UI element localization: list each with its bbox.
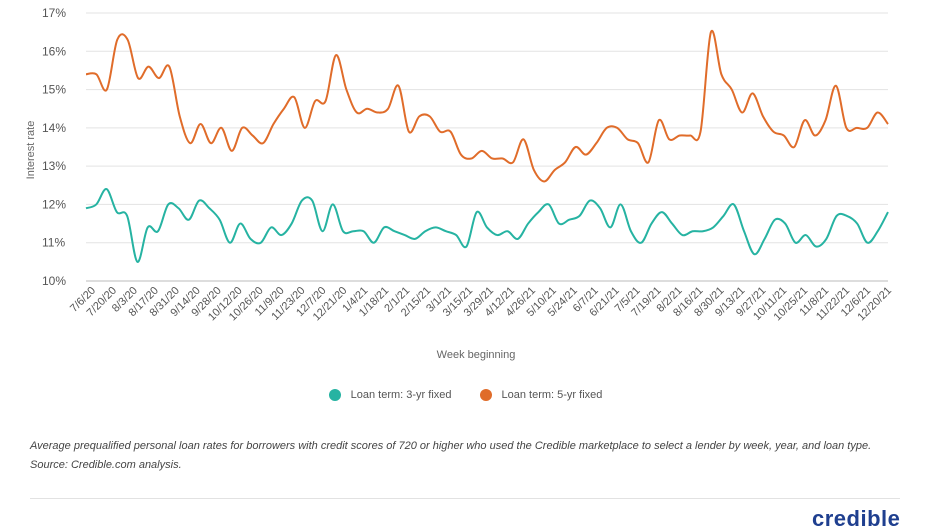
legend-item-5yr[interactable]: Loan term: 5-yr fixed [479,389,603,401]
y-tick-label: 13% [42,159,66,173]
y-tick-label: 16% [42,44,66,58]
legend-dot-3yr [328,389,341,401]
y-tick-label: 10% [42,274,66,288]
y-axis-title: Interest rate [25,121,37,180]
series-line-5yr [85,29,889,183]
legend-label-5yr: Loan term: 5-yr fixed [501,389,603,401]
legend-dot-5yr [479,389,492,401]
x-axis-title: Week beginning [437,349,516,361]
y-tick-label: 14% [42,121,66,135]
legend: Loan term: 3-yr fixed Loan term: 5-yr fi… [0,389,931,401]
y-tick-label: 12% [42,197,66,211]
chart-caption: Average prequalified personal loan rates… [30,440,872,471]
legend-item-3yr[interactable]: Loan term: 3-yr fixed [328,389,452,401]
y-axis-ticks: 10% 11% 12% 13% 14% 15% 16% 17% [42,6,66,288]
y-tick-label: 17% [42,6,66,20]
series-line-3yr [85,188,889,263]
divider [30,498,900,499]
y-tick-label: 15% [42,83,66,97]
credible-logo[interactable]: credible [812,506,901,531]
series-lines [85,29,889,263]
y-tick-label: 11% [42,236,65,250]
legend-label-3yr: Loan term: 3-yr fixed [350,389,452,401]
grid-lines [86,12,888,282]
rate-chart: 10% 11% 12% 13% 14% 15% 16% 17% 7/6/207/20/208/… [25,6,894,361]
x-axis-ticks: 7/6/207/20/208/3/208/17/208/31/209/14/20… [68,285,894,324]
